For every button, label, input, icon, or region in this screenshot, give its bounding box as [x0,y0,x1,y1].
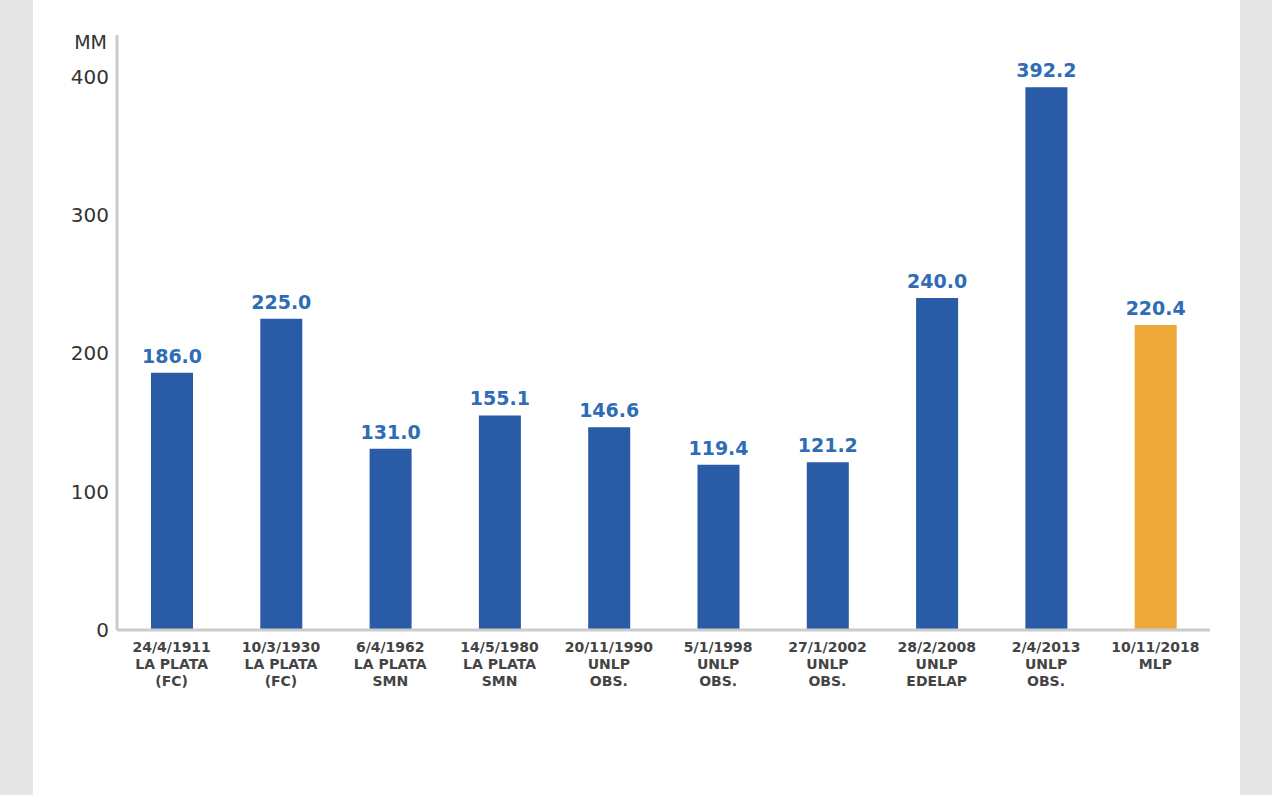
svg-text:5/1/1998UNLPOBS.: 5/1/1998UNLPOBS. [684,639,753,689]
svg-text:MM: MM [74,31,107,53]
svg-text:0: 0 [96,618,109,642]
svg-text:225.0: 225.0 [251,291,311,313]
svg-text:24/4/1911LA PLATA(FC): 24/4/1911LA PLATA(FC) [132,639,210,689]
svg-text:131.0: 131.0 [361,421,421,443]
svg-text:10/11/2018MLP: 10/11/2018MLP [1111,639,1199,672]
svg-text:2/4/2013UNLPOBS.: 2/4/2013UNLPOBS. [1012,639,1081,689]
svg-text:155.1: 155.1 [470,387,530,409]
svg-text:100: 100 [71,480,109,504]
svg-text:10/3/1930LA PLATA(FC): 10/3/1930LA PLATA(FC) [242,639,321,689]
svg-text:27/1/2002UNLPOBS.: 27/1/2002UNLPOBS. [788,639,866,689]
svg-text:186.0: 186.0 [142,345,202,367]
svg-text:14/5/1980LA PLATASMN: 14/5/1980LA PLATASMN [460,639,539,689]
svg-text:121.2: 121.2 [798,434,858,456]
svg-text:300: 300 [71,203,109,227]
svg-text:20/11/1990UNLPOBS.: 20/11/1990UNLPOBS. [565,639,653,689]
svg-text:200: 200 [71,341,109,365]
svg-text:392.2: 392.2 [1016,59,1076,81]
svg-text:6/4/1962LA PLATASMN: 6/4/1962LA PLATASMN [354,639,427,689]
svg-text:240.0: 240.0 [907,270,967,292]
svg-text:146.6: 146.6 [579,399,639,421]
svg-text:119.4: 119.4 [688,437,748,459]
svg-text:220.4: 220.4 [1126,297,1186,319]
svg-text:28/2/2008UNLPEDELAP: 28/2/2008UNLPEDELAP [898,639,976,689]
svg-text:400: 400 [71,65,109,89]
